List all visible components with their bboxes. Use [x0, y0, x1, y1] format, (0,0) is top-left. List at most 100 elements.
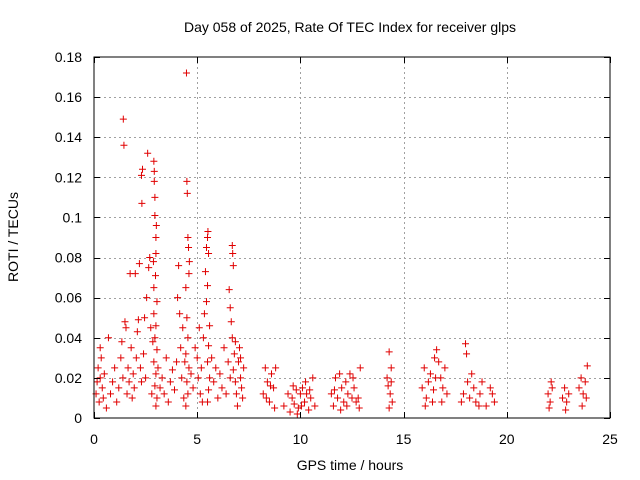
data-point: [352, 398, 360, 406]
data-point: [204, 282, 212, 290]
data-point: [214, 394, 222, 402]
data-point: [303, 390, 311, 398]
data-point: [562, 406, 570, 414]
data-point: [136, 364, 144, 372]
data-point: [225, 286, 233, 294]
data-point: [139, 165, 147, 173]
data-point: [98, 384, 106, 392]
data-point: [205, 250, 213, 258]
data-point: [548, 384, 556, 392]
data-point: [128, 394, 136, 402]
data-point: [122, 324, 130, 332]
data-point: [150, 284, 158, 292]
data-point: [150, 177, 158, 185]
data-point: [166, 378, 174, 386]
data-point: [141, 314, 149, 322]
data-point: [385, 348, 393, 356]
data-point: [226, 374, 234, 382]
data-point: [385, 404, 393, 412]
data-point: [464, 378, 472, 386]
data-point: [204, 227, 212, 235]
data-point: [182, 350, 190, 358]
data-point: [565, 390, 573, 398]
data-point: [182, 402, 190, 410]
data-point: [475, 402, 483, 410]
data-point: [486, 384, 494, 392]
x-tick-label: 5: [193, 431, 201, 447]
data-point: [330, 386, 338, 394]
data-point: [204, 358, 212, 366]
data-point: [115, 384, 123, 392]
data-point: [99, 394, 107, 402]
chart-title: Day 058 of 2025, Rate Of TEC Index for r…: [184, 19, 516, 35]
data-point: [153, 346, 161, 354]
data-point: [268, 370, 276, 378]
data-point: [123, 390, 131, 398]
data-point: [109, 378, 117, 386]
plot-frame: [93, 56, 611, 419]
data-point: [336, 370, 344, 378]
data-point: [137, 378, 145, 386]
data-point: [187, 370, 195, 378]
data-point: [289, 382, 297, 390]
y-tick-labels: 0 0.02 0.04 0.06 0.08 0.1 0.12 0.14 0.16 0.18: [55, 49, 82, 426]
data-point: [95, 398, 103, 406]
data-point: [266, 382, 274, 390]
data-point: [193, 354, 201, 362]
data-point: [205, 386, 213, 394]
data-point: [259, 390, 267, 398]
data-point: [208, 354, 216, 362]
data-point: [202, 298, 210, 306]
data-point: [131, 270, 139, 278]
data-point: [431, 354, 439, 362]
data-point: [184, 334, 192, 342]
data-point: [224, 358, 232, 366]
data-point: [218, 384, 226, 392]
y-tick-label: 0.16: [55, 89, 82, 105]
data-point: [343, 402, 351, 410]
x-tick-label: 15: [396, 431, 412, 447]
data-point: [546, 398, 554, 406]
data-point: [331, 374, 339, 382]
data-point: [271, 404, 279, 412]
data-point: [577, 374, 585, 382]
data-point: [311, 402, 319, 410]
data-point: [387, 364, 395, 372]
data-point: [164, 398, 172, 406]
data-point: [216, 370, 224, 378]
y-tick-label: 0.06: [55, 290, 82, 306]
data-point: [229, 250, 237, 258]
data-point: [152, 234, 160, 241]
data-point: [575, 384, 583, 392]
data-point: [152, 272, 160, 280]
data-point: [292, 386, 300, 394]
data-point: [148, 390, 156, 398]
data-point: [482, 402, 490, 410]
data-point: [119, 115, 127, 123]
data-point: [206, 322, 214, 330]
data-point: [185, 258, 193, 266]
data-point: [340, 398, 348, 406]
data-point: [288, 394, 296, 402]
data-point: [342, 378, 350, 386]
data-points: [92, 69, 591, 418]
data-point: [210, 378, 218, 386]
data-point: [490, 398, 498, 406]
data-point: [162, 354, 170, 362]
data-point: [150, 310, 158, 318]
data-point: [150, 167, 158, 175]
data-point: [229, 366, 237, 374]
data-point: [154, 364, 162, 372]
data-point: [182, 284, 190, 292]
data-point: [229, 262, 237, 270]
data-point: [441, 364, 449, 372]
data-point: [424, 378, 432, 386]
data-point: [338, 384, 346, 392]
data-point: [438, 398, 446, 406]
data-point: [563, 398, 571, 406]
x-tick-label: 0: [90, 431, 98, 447]
data-point: [261, 364, 269, 372]
data-point: [149, 258, 157, 266]
x-tick-labels: 0 5 10 15 20 25: [90, 431, 618, 447]
data-point: [145, 264, 153, 272]
